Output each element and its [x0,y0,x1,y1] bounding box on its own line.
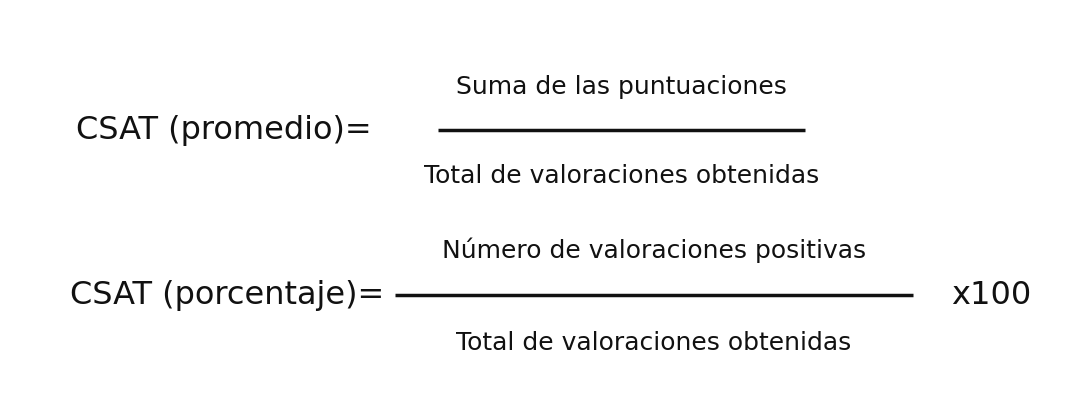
Text: CSAT (promedio)=: CSAT (promedio)= [76,114,371,146]
Text: Total de valoraciones obtenidas: Total de valoraciones obtenidas [424,164,819,188]
Text: x100: x100 [951,280,1031,311]
Text: CSAT (porcentaje)=: CSAT (porcentaje)= [70,280,385,311]
Text: Suma de las puntuaciones: Suma de las puntuaciones [456,75,787,99]
Text: Total de valoraciones obtenidas: Total de valoraciones obtenidas [456,331,852,355]
Text: Número de valoraciones positivas: Número de valoraciones positivas [442,237,866,263]
